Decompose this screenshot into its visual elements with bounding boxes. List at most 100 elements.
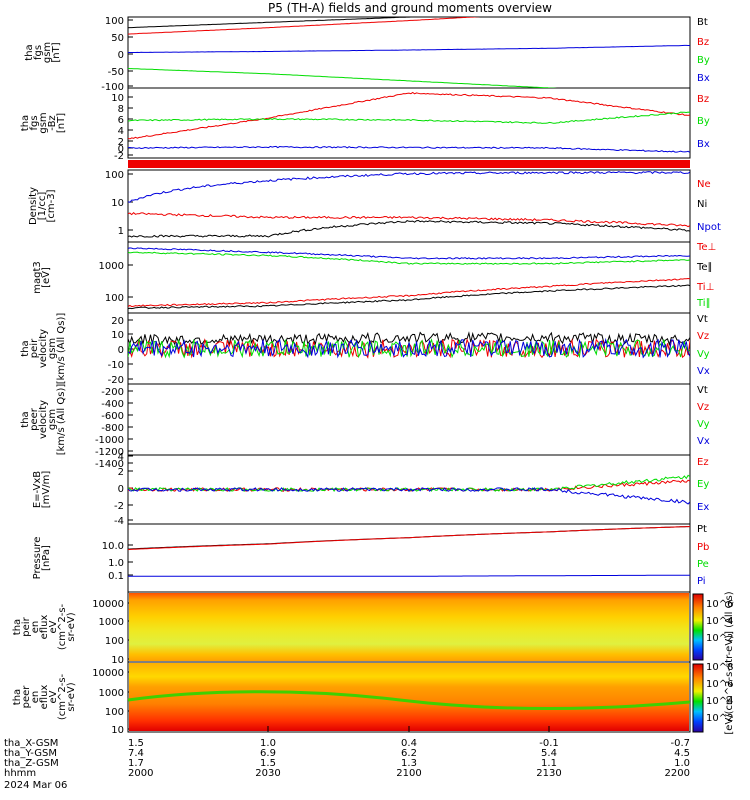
ytick-label: 10000 xyxy=(92,668,124,679)
ylabel-line: eflux xyxy=(39,615,50,640)
ylabel-line: E=-VxB xyxy=(32,471,43,508)
ylabel-line: tha xyxy=(20,411,31,427)
series-group xyxy=(128,171,690,238)
xaxis-row-label: tha_Y-GSM xyxy=(4,748,57,759)
ytick-label: 100 xyxy=(105,293,124,304)
ytick-label: 0 xyxy=(118,345,124,356)
ylabel-line: tha xyxy=(20,115,31,131)
xaxis-row-label: tha_X-GSM xyxy=(4,738,58,749)
xaxis-tick-value: 2100 xyxy=(396,768,421,779)
xaxis-tick-value: 1.5 xyxy=(260,758,276,769)
ytick-label: -10 xyxy=(108,360,124,371)
colorbar-label: [eV/(cm^2-s-str-eV)] (All Qs) xyxy=(724,591,735,734)
ytick-label: -600 xyxy=(101,411,124,422)
series-line-Bz xyxy=(128,91,690,140)
legend-Te⊥: Te⊥ xyxy=(696,242,716,253)
ylabel-line: [nT] xyxy=(51,42,62,62)
legend-Bz: Bz xyxy=(697,37,709,48)
legend-Vt: Vt xyxy=(697,314,708,325)
ytick-label: -2 xyxy=(114,151,124,162)
series-line-Pi xyxy=(128,574,690,577)
colorbar-tick: 10^4 xyxy=(706,616,733,627)
ylabel-line: [nPa] xyxy=(41,545,52,571)
ylabel-line: eflux xyxy=(39,685,50,710)
ylabel-line: tha xyxy=(20,340,31,356)
colorbar-tick: 10^6 xyxy=(706,679,733,690)
series-group xyxy=(128,474,690,505)
legend-Bx: Bx xyxy=(697,73,710,84)
ytick-label: 10 xyxy=(111,330,124,341)
ylabel-line: gsm xyxy=(47,409,58,430)
panel-frame xyxy=(127,241,691,314)
ytick-label: 0 xyxy=(118,144,124,155)
ytick-label: -100 xyxy=(101,82,124,93)
series-line-Ti⊥ xyxy=(128,247,690,260)
series-line-Ne xyxy=(128,212,690,228)
ylabel-line: magt3 xyxy=(32,261,43,294)
ytick-label: 100 xyxy=(105,170,124,181)
ylabel-line: velocity xyxy=(38,329,49,368)
ytick-label: 4 xyxy=(118,452,124,463)
legend-Ti∥: Ti∥ xyxy=(696,298,711,309)
legend-By: By xyxy=(697,55,710,66)
series-line-Ti∥ xyxy=(128,251,690,265)
colorbar-tick: 10^2 xyxy=(706,713,733,724)
series-line-Bx xyxy=(128,44,690,54)
ylabel-line: [km/s (All Qs)] xyxy=(56,313,67,385)
series-group xyxy=(128,526,690,577)
series-group xyxy=(128,17,690,88)
series-line-Bx xyxy=(128,145,690,153)
ylabel-line: [1/cc] xyxy=(37,192,48,221)
ylabel-line: peir xyxy=(21,616,32,636)
legend-Ex: Ex xyxy=(697,502,709,513)
legend-Pb: Pb xyxy=(697,542,709,553)
ytick-label: -1200 xyxy=(95,447,124,458)
ylabel-line: velocity xyxy=(38,400,49,439)
xaxis-tick-value: 1.0 xyxy=(260,738,276,749)
xaxis-tick-value: 2000 xyxy=(128,768,153,779)
xaxis-tick-value: 6.2 xyxy=(401,748,417,759)
ytick-label: 10 xyxy=(111,198,124,209)
legend-Pt: Pt xyxy=(697,524,707,535)
legend-Vy: Vy xyxy=(697,349,710,360)
series-group xyxy=(128,91,690,153)
ylabel-line: en xyxy=(30,621,41,634)
ytick-label: 8 xyxy=(118,104,124,115)
ytick-label: 10000 xyxy=(92,599,124,610)
ylabel-line: -Bz xyxy=(47,115,58,130)
ytick-label: -1000 xyxy=(95,435,124,446)
xaxis-tick-value: 1.5 xyxy=(128,738,144,749)
xaxis-tick-value: 2200 xyxy=(665,768,690,779)
series-line-Vx xyxy=(128,337,690,359)
xaxis-row-label: tha_Z-GSM xyxy=(4,758,59,769)
panel-frame xyxy=(127,169,691,243)
ytick-label: 0 xyxy=(118,484,124,495)
colorbar-tick: 10^8 xyxy=(706,662,733,673)
xaxis-row-label: hhmm xyxy=(4,768,36,779)
panel-density: Density[1/cc][cm-3] 100 10 1 Ne Ni Npot xyxy=(28,169,721,243)
status-bar xyxy=(128,160,690,168)
ytick-label: 100 xyxy=(105,707,124,718)
legend-By: By xyxy=(697,116,710,127)
xaxis-tick-value: 7.4 xyxy=(128,748,144,759)
ytick-label: 0 xyxy=(118,50,124,61)
xaxis-tick-value: 1.1 xyxy=(541,758,557,769)
xaxis-tick-value: 1.0 xyxy=(674,758,690,769)
panel-frame xyxy=(127,16,691,89)
xaxis-tick-value: 4.5 xyxy=(674,748,690,759)
series-line-By xyxy=(128,111,690,124)
spectrogram-band xyxy=(127,690,691,710)
xaxis-tick-value: 5.4 xyxy=(541,748,557,759)
legend-Te∥: Te∥ xyxy=(696,262,713,273)
series-line-Vy xyxy=(128,338,690,359)
ytick-label: -1400 xyxy=(95,459,124,470)
ytick-label: 1000 xyxy=(99,617,124,628)
ylabel-line: [nT] xyxy=(56,113,67,133)
ytick-label: 0.1 xyxy=(108,571,124,582)
colorbar: 10^6 10^4 10^2 10^8 10^6 10^4 10^2[eV/(cm^2-s-… xyxy=(692,591,735,735)
ytick-label: 1000 xyxy=(99,688,124,699)
